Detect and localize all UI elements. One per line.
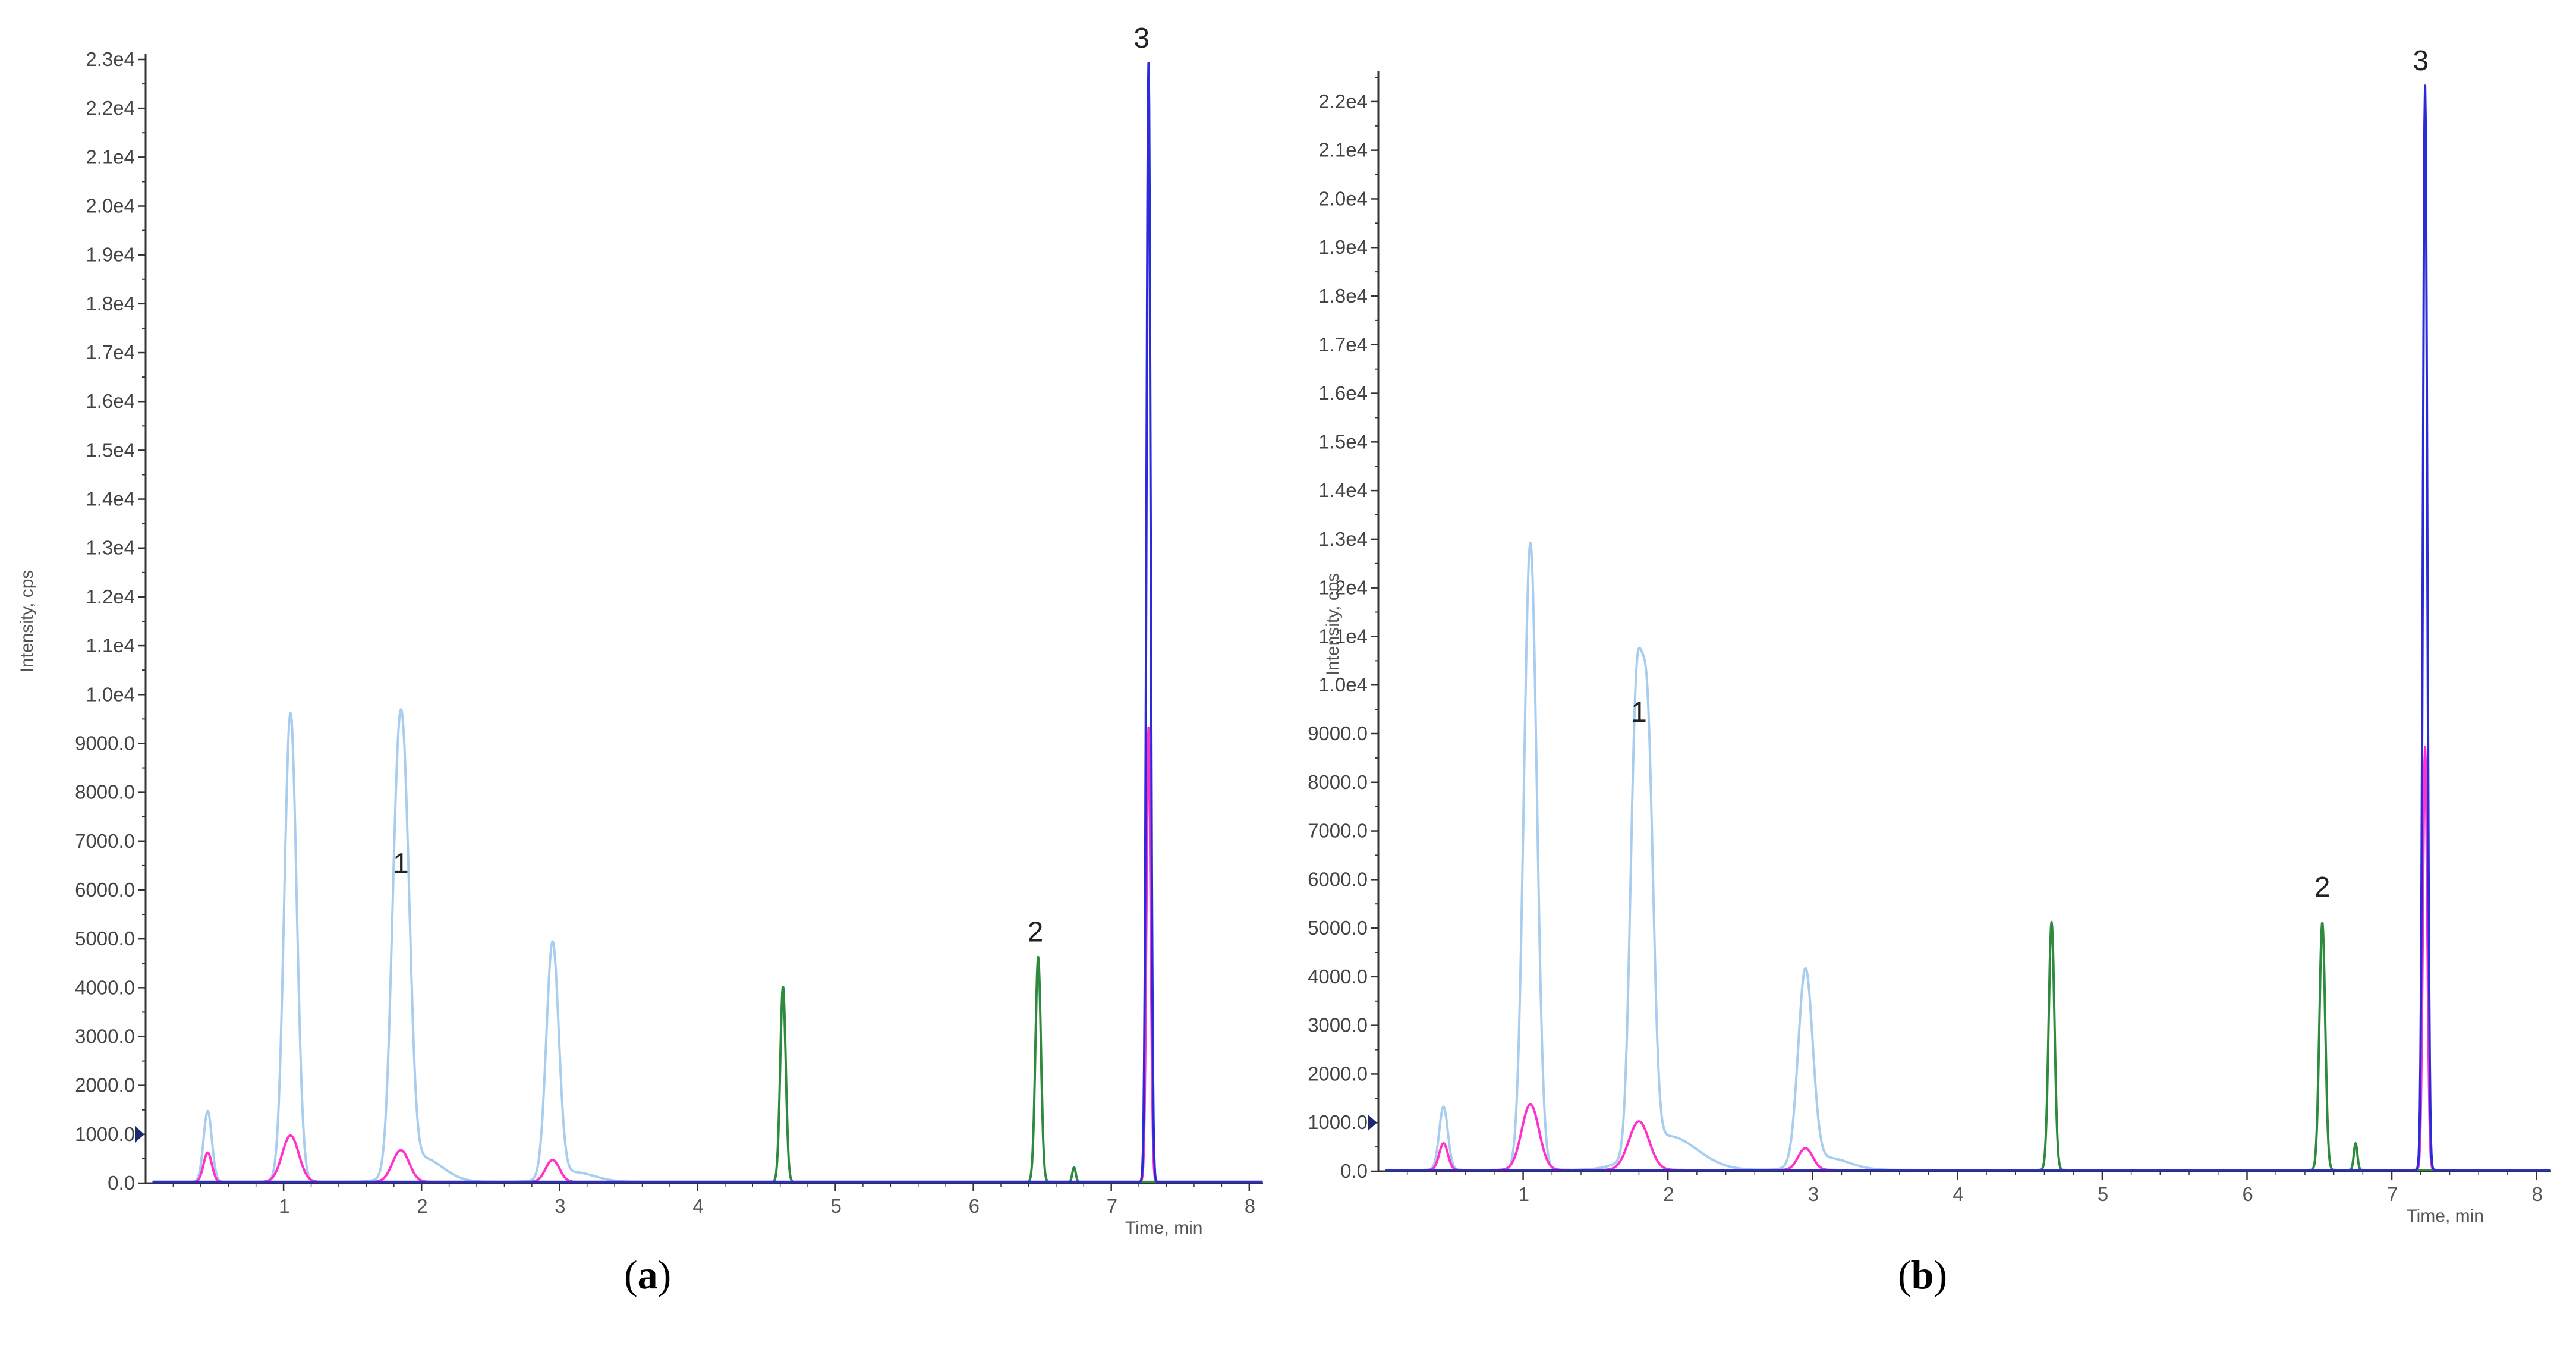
y-tick-label: 1.4e4 <box>86 488 135 510</box>
axis-marker <box>135 1125 144 1143</box>
y-tick-label: 0.0 <box>1340 1160 1368 1182</box>
chromatogram-a: 0.0 1000.0 2000.0 3000.0 4000.0 5000.0 6000.0 7… <box>17 23 1264 1238</box>
x-axis-title: Time, min <box>1125 1218 1203 1238</box>
peak-annotation: 3 <box>1133 23 1150 54</box>
y-axis-title: Intensity, cps <box>17 570 37 673</box>
y-tick-label: 1.5e4 <box>1318 430 1368 452</box>
series-line <box>152 955 1264 1183</box>
y-tick-label: 6000.0 <box>75 879 135 901</box>
y-tick-label: 4000.0 <box>1308 966 1368 988</box>
y-tick-label: 4000.0 <box>75 976 135 998</box>
x-tick-label: 4 <box>1953 1183 1963 1205</box>
y-axis-title: Intensity, cps <box>1323 573 1343 676</box>
x-tick-label: 3 <box>555 1195 565 1217</box>
y-tick-label: 1.8e4 <box>86 293 135 315</box>
y-tick-label: 1.6e4 <box>86 390 135 412</box>
y-tick-label: 1000.0 <box>75 1123 135 1145</box>
y-tick-label: 2000.0 <box>75 1074 135 1096</box>
axis-marker <box>1368 1114 1377 1131</box>
y-tick-label: 2.2e4 <box>86 97 135 119</box>
chromatogram-b: 0.0 1000.0 2000.0 3000.0 4000.0 5000.0 6000.0 7… <box>1308 45 2552 1226</box>
series-line <box>1385 746 2552 1171</box>
y-tick-label: 7000.0 <box>75 830 135 852</box>
x-tick-label: 6 <box>969 1195 980 1217</box>
y-tick-label: 1.2e4 <box>1318 577 1368 599</box>
peak-annotation: 1 <box>1631 697 1647 728</box>
panel-label-a: (a) <box>624 1252 672 1297</box>
x-tick-label: 5 <box>2098 1183 2108 1205</box>
series-line <box>1385 920 2552 1171</box>
peak-annotation: 2 <box>2314 872 2331 903</box>
y-tick-label: 1.2e4 <box>86 586 135 608</box>
x-tick-label: 1 <box>1519 1183 1529 1205</box>
x-tick-label: 7 <box>1107 1195 1117 1217</box>
y-tick-label: 2.2e4 <box>1318 90 1368 112</box>
y-tick-label: 9000.0 <box>1308 722 1368 744</box>
y-tick-label: 1.9e4 <box>1318 236 1368 258</box>
peak-annotation: 1 <box>393 848 409 880</box>
y-tick-label: 5000.0 <box>1308 917 1368 939</box>
y-tick-label: 5000.0 <box>75 927 135 949</box>
y-tick-label: 6000.0 <box>1308 868 1368 890</box>
y-tick-label: 1000.0 <box>1308 1111 1368 1133</box>
x-tick-label: 8 <box>2532 1183 2543 1205</box>
x-tick-label: 4 <box>692 1195 703 1217</box>
x-tick-label: 7 <box>2387 1183 2398 1205</box>
x-tick-label: 2 <box>417 1195 427 1217</box>
y-tick-label: 1.1e4 <box>86 634 135 656</box>
y-tick-label: 1.7e4 <box>1318 334 1368 356</box>
y-tick-label: 2.1e4 <box>86 146 135 168</box>
y-tick-label: 1.3e4 <box>1318 528 1368 550</box>
x-tick-label: 5 <box>830 1195 841 1217</box>
y-tick-label: 2.3e4 <box>86 48 135 70</box>
chart-panel-b: 0.0 1000.0 2000.0 3000.0 4000.0 5000.0 6000.0 7… <box>1288 0 2576 1349</box>
y-tick-label: 1.6e4 <box>1318 382 1368 404</box>
x-tick-label: 8 <box>1245 1195 1255 1217</box>
y-tick-label: 1.0e4 <box>1318 674 1368 696</box>
x-tick-label: 6 <box>2242 1183 2253 1205</box>
y-tick-label: 1.1e4 <box>1318 625 1368 647</box>
y-tick-label: 1.3e4 <box>86 537 135 559</box>
peak-annotation: 3 <box>2413 45 2429 77</box>
y-tick-label: 9000.0 <box>75 732 135 754</box>
series-line <box>1385 84 2552 1171</box>
y-tick-label: 3000.0 <box>75 1025 135 1047</box>
y-tick-label: 1.4e4 <box>1318 479 1368 501</box>
y-tick-label: 2.1e4 <box>1318 139 1368 161</box>
x-tick-label: 1 <box>279 1195 289 1217</box>
y-tick-label: 1.7e4 <box>86 341 135 363</box>
y-tick-label: 8000.0 <box>75 781 135 803</box>
series-line <box>1385 542 2552 1171</box>
y-tick-label: 2.0e4 <box>1318 187 1368 209</box>
x-tick-label: 2 <box>1663 1183 1674 1205</box>
y-tick-label: 2.0e4 <box>86 195 135 217</box>
y-tick-label: 3000.0 <box>1308 1014 1368 1036</box>
y-tick-label: 0.0 <box>108 1172 135 1194</box>
peak-annotation: 2 <box>1028 917 1044 948</box>
y-tick-label: 1.9e4 <box>86 244 135 266</box>
panel-label-b: (b) <box>1898 1252 1948 1297</box>
y-tick-label: 1.0e4 <box>86 683 135 705</box>
y-tick-label: 1.5e4 <box>86 439 135 461</box>
chart-panel-a: 0.0 1000.0 2000.0 3000.0 4000.0 5000.0 6000.0 7… <box>17 23 1264 1297</box>
x-axis-title: Time, min <box>2406 1206 2484 1226</box>
series-line <box>152 62 1264 1183</box>
y-tick-label: 1.8e4 <box>1318 285 1368 307</box>
series-line <box>152 726 1264 1183</box>
y-tick-label: 8000.0 <box>1308 771 1368 793</box>
y-tick-label: 2000.0 <box>1308 1062 1368 1084</box>
series-line <box>152 708 1264 1183</box>
y-tick-label: 7000.0 <box>1308 820 1368 842</box>
x-tick-label: 3 <box>1808 1183 1819 1205</box>
